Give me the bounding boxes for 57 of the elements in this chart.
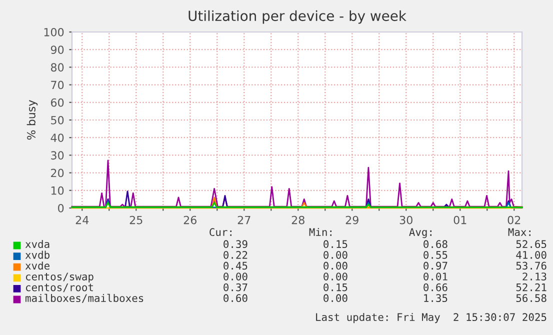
y-tick-label: 90 — [50, 46, 64, 54]
legend-label: xvda — [25, 240, 50, 248]
y-tick-label: 40 — [50, 134, 64, 142]
text: 0.66 — [424, 283, 448, 292]
text: 52.65 — [516, 240, 546, 248]
y-tick-label: 50 — [51, 116, 64, 124]
legend-label: centos/root — [26, 284, 93, 292]
y-tick-label: 100 — [44, 28, 64, 36]
text: 1.35 — [424, 294, 448, 302]
text: 0.45 — [224, 262, 248, 270]
text: 0.15 — [324, 283, 348, 292]
y-tick-label: 60 — [51, 98, 64, 107]
text: 52.21 — [516, 283, 546, 292]
text: 2.13 — [522, 272, 546, 280]
text: 0.00 — [224, 272, 248, 280]
text: Max: — [508, 228, 530, 236]
text: 0.00 — [324, 294, 348, 302]
x-tick-label: 01 — [454, 216, 466, 224]
text: 0.60 — [224, 294, 248, 302]
legend-label: xvdb — [25, 250, 50, 259]
text: 0.01 — [424, 272, 448, 280]
text: 0.22 — [224, 250, 248, 259]
chart-title: Utilization per device - by week — [188, 10, 406, 24]
x-tick-label: 25 — [130, 216, 142, 224]
y-axis-title: % busy — [26, 100, 38, 140]
y-tick-label: 0 — [58, 204, 64, 212]
text: Min: — [309, 228, 332, 236]
x-tick-label: 24 — [76, 216, 89, 224]
text: 0.37 — [224, 283, 248, 292]
text: 0.00 — [324, 262, 348, 270]
y-tick-label: 20 — [51, 168, 64, 178]
legend-label: mailboxes/mailboxes — [26, 294, 144, 303]
x-tick-label: 29 — [346, 216, 358, 224]
x-tick-label: 26 — [184, 216, 196, 224]
y-tick-label: 70 — [51, 80, 64, 90]
y-tick-label: 10 — [51, 186, 64, 195]
legend-label: centos/swap — [26, 272, 94, 282]
text: 0.97 — [424, 262, 448, 270]
text: 53.76 — [516, 262, 546, 270]
x-tick-label: 02 — [508, 216, 520, 224]
text: 0.39 — [224, 240, 248, 248]
text: Last update: Fri May 2 15:30:07 2025 — [316, 312, 546, 324]
legend-label: xvde — [25, 262, 50, 270]
text: 0.15 — [324, 240, 348, 248]
text: 56.58 — [516, 294, 546, 302]
text: 0.55 — [424, 250, 448, 259]
x-tick-label: 27 — [238, 216, 250, 224]
text: 41.00 — [516, 250, 546, 259]
text: 0.00 — [324, 272, 348, 280]
text: 0.68 — [424, 240, 448, 248]
text: Cur: — [210, 228, 232, 236]
text: Avg: — [409, 228, 432, 238]
y-tick-label: 80 — [50, 63, 64, 72]
x-tick-label: 30 — [400, 216, 412, 224]
x-tick-label: 28 — [292, 216, 304, 224]
y-tick-label: 30 — [51, 151, 64, 160]
text: 0.00 — [324, 250, 348, 259]
